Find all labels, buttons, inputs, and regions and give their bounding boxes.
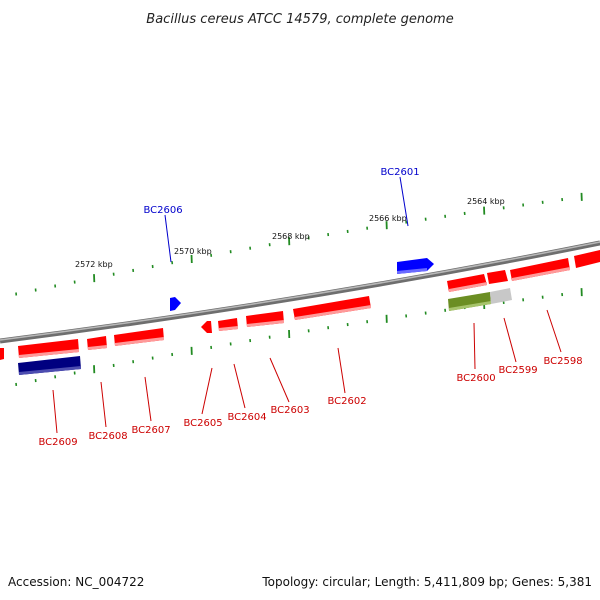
label-bc2605[interactable]: BC2605 <box>183 418 222 429</box>
gene-bc2607[interactable] <box>114 328 164 346</box>
gene-right-2[interactable] <box>487 270 508 284</box>
gene-left-edge[interactable] <box>0 348 4 360</box>
leader-bc2609 <box>52 389 58 434</box>
leader-bc2605 <box>201 367 213 415</box>
label-bc2606[interactable]: BC2606 <box>143 205 182 216</box>
label-bc2604[interactable]: BC2604 <box>227 412 266 423</box>
gene-bc2604[interactable] <box>218 318 238 331</box>
gene-bc2601[interactable] <box>397 258 434 274</box>
gene-bc2609-top[interactable] <box>18 339 79 358</box>
kbp-label-2566: 2566 kbp <box>369 214 407 223</box>
gene-bc2608[interactable] <box>87 336 107 350</box>
leader-bc2608 <box>100 381 107 428</box>
label-bc2602[interactable]: BC2602 <box>327 396 366 407</box>
gene-bc2600[interactable] <box>448 292 491 311</box>
label-bc2599[interactable]: BC2599 <box>498 365 537 376</box>
label-bc2608[interactable]: BC2608 <box>88 431 127 442</box>
gene-bc2606[interactable] <box>170 297 181 311</box>
leader-bc2599 <box>503 317 517 363</box>
leader-bc2603 <box>269 357 290 403</box>
genome-backbone-highlight <box>0 241 600 341</box>
label-bc2598[interactable]: BC2598 <box>543 356 582 367</box>
kbp-label-2570: 2570 kbp <box>174 247 212 256</box>
gene-bc2605[interactable] <box>201 321 212 333</box>
leader-bc2600 <box>473 322 476 370</box>
leader-bc2607 <box>144 376 152 422</box>
leader-bc2604 <box>233 363 246 409</box>
gene-bc2609[interactable] <box>18 356 81 375</box>
gene-right-1[interactable] <box>447 274 487 292</box>
genome-backbone <box>0 240 600 344</box>
gene-right-edge[interactable] <box>574 250 600 268</box>
leader-bc2606 <box>164 214 172 263</box>
accession-text: Accession: NC_004722 <box>8 575 144 589</box>
leader-bc2598 <box>546 309 562 353</box>
label-bc2609[interactable]: BC2609 <box>38 437 77 448</box>
leader-lines <box>52 176 562 434</box>
gene-bc2603[interactable] <box>246 311 284 327</box>
label-bc2601[interactable]: BC2601 <box>380 167 419 178</box>
topology-text: Topology: circular; Length: 5,411,809 bp… <box>261 575 592 589</box>
label-bc2603[interactable]: BC2603 <box>270 405 309 416</box>
kbp-label-2568: 2568 kbp <box>272 232 310 241</box>
tick-track-outer <box>15 192 583 296</box>
leader-bc2602 <box>337 347 346 394</box>
leader-bc2601 <box>399 176 409 227</box>
map-title: Bacillus cereus ATCC 14579, complete gen… <box>146 12 453 27</box>
kbp-label-2572: 2572 kbp <box>75 260 113 269</box>
gene-bc2599[interactable] <box>490 288 512 304</box>
label-bc2600[interactable]: BC2600 <box>456 373 495 384</box>
kbp-label-2564: 2564 kbp <box>467 197 505 206</box>
label-bc2607[interactable]: BC2607 <box>131 425 170 436</box>
tick-track-inner <box>15 288 583 386</box>
gene-bc2602[interactable] <box>293 296 371 320</box>
gene-bc2598[interactable] <box>510 258 570 281</box>
